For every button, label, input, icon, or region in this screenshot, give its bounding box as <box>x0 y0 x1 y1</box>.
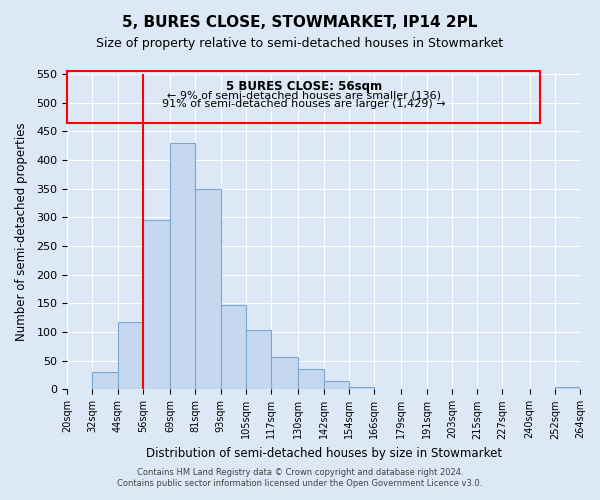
Y-axis label: Number of semi-detached properties: Number of semi-detached properties <box>15 122 28 341</box>
Bar <box>118 322 143 390</box>
Bar <box>221 305 246 390</box>
Bar <box>323 381 349 390</box>
Text: ← 9% of semi-detached houses are smaller (136): ← 9% of semi-detached houses are smaller… <box>167 90 440 100</box>
Text: Size of property relative to semi-detached houses in Stowmarket: Size of property relative to semi-detach… <box>97 38 503 51</box>
X-axis label: Distribution of semi-detached houses by size in Stowmarket: Distribution of semi-detached houses by … <box>146 447 502 460</box>
Bar <box>246 330 271 390</box>
Bar <box>555 386 580 390</box>
Text: 5 BURES CLOSE: 56sqm: 5 BURES CLOSE: 56sqm <box>226 80 382 92</box>
Bar <box>271 357 298 390</box>
Bar <box>143 220 170 390</box>
Bar <box>298 370 323 390</box>
Bar <box>67 71 540 123</box>
Bar <box>349 386 374 390</box>
Text: Contains HM Land Registry data © Crown copyright and database right 2024.
Contai: Contains HM Land Registry data © Crown c… <box>118 468 482 487</box>
Bar <box>92 372 118 390</box>
Text: 5, BURES CLOSE, STOWMARKET, IP14 2PL: 5, BURES CLOSE, STOWMARKET, IP14 2PL <box>122 15 478 30</box>
Bar <box>196 188 221 390</box>
Bar <box>170 143 196 390</box>
Text: 91% of semi-detached houses are larger (1,429) →: 91% of semi-detached houses are larger (… <box>162 98 445 108</box>
